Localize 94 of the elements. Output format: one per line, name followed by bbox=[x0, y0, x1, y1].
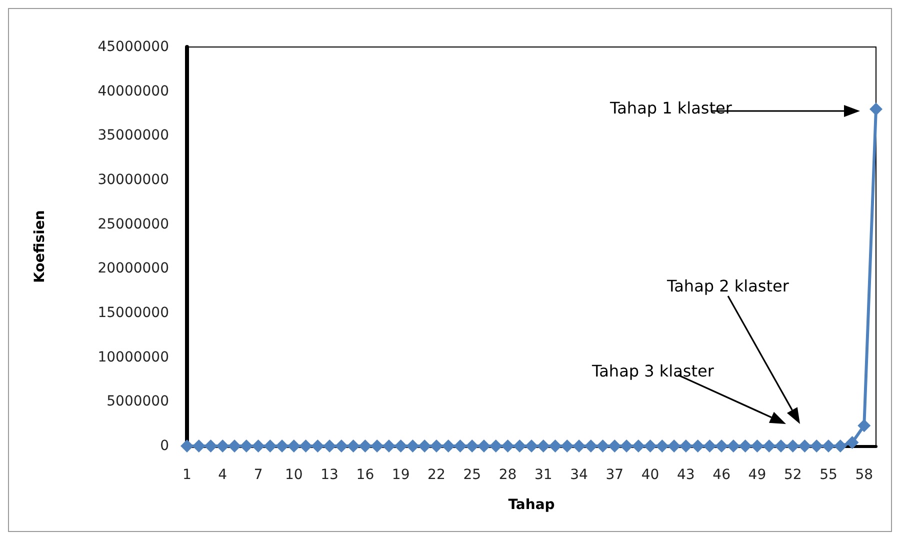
annotation: Tahap 2 klaster bbox=[666, 276, 790, 296]
point bbox=[810, 440, 824, 452]
point bbox=[774, 440, 788, 452]
point bbox=[668, 440, 681, 452]
y-tick-label: 15000000 bbox=[98, 305, 169, 321]
x-tick-label: 31 bbox=[534, 467, 552, 483]
point bbox=[584, 440, 598, 452]
point bbox=[418, 440, 432, 452]
point bbox=[311, 440, 324, 452]
point bbox=[644, 440, 657, 452]
x-tick-label: 52 bbox=[784, 467, 802, 483]
x-axis-title: Tahap bbox=[508, 497, 555, 513]
point bbox=[299, 440, 312, 452]
y-tick-label: 5000000 bbox=[106, 394, 169, 410]
x-tick-label: 19 bbox=[392, 467, 410, 483]
point bbox=[477, 440, 490, 452]
point bbox=[382, 440, 396, 452]
point bbox=[406, 440, 420, 452]
point bbox=[750, 440, 764, 452]
point bbox=[501, 440, 514, 452]
point bbox=[762, 440, 776, 452]
point bbox=[822, 440, 835, 452]
x-tick-label: 4 bbox=[218, 467, 228, 483]
point bbox=[323, 440, 336, 452]
point bbox=[525, 440, 538, 452]
point bbox=[240, 440, 253, 452]
point bbox=[394, 440, 408, 452]
point bbox=[620, 440, 634, 452]
point bbox=[264, 440, 277, 452]
point bbox=[548, 440, 562, 452]
point bbox=[834, 440, 847, 452]
point bbox=[204, 440, 218, 452]
point bbox=[679, 440, 692, 452]
x-tick-label: 10 bbox=[285, 467, 303, 483]
point bbox=[334, 440, 348, 452]
y-tick-label: 0 bbox=[160, 438, 169, 454]
y-tick-label: 35000000 bbox=[98, 128, 169, 144]
point bbox=[442, 440, 455, 452]
x-tick-label: 34 bbox=[570, 467, 588, 483]
point bbox=[726, 440, 740, 452]
annotation: Tahap 3 klaster bbox=[591, 362, 714, 380]
point bbox=[691, 440, 704, 452]
point bbox=[858, 419, 871, 432]
x-tick-label: 40 bbox=[641, 467, 660, 483]
y-axis-title: Koefisien bbox=[32, 210, 48, 283]
point bbox=[489, 440, 502, 452]
y-tick-label: 45000000 bbox=[98, 39, 169, 55]
point bbox=[276, 440, 289, 452]
point bbox=[798, 440, 812, 452]
y-tick-label: 40000000 bbox=[98, 83, 169, 100]
point bbox=[346, 440, 360, 452]
point bbox=[252, 440, 265, 452]
x-tick-label: 46 bbox=[712, 467, 731, 483]
annotation: Tahap 1 klaster bbox=[609, 98, 732, 118]
x-tick-label: 7 bbox=[254, 467, 263, 483]
point bbox=[846, 436, 859, 449]
point bbox=[454, 440, 467, 452]
y-tick-label: 10000000 bbox=[98, 349, 169, 366]
point bbox=[560, 440, 574, 452]
x-tick-label: 58 bbox=[855, 467, 874, 483]
point bbox=[466, 440, 479, 452]
point bbox=[632, 440, 645, 452]
point bbox=[596, 440, 610, 452]
point bbox=[192, 440, 206, 452]
x-tick-label: 25 bbox=[463, 467, 482, 483]
point bbox=[870, 102, 882, 116]
x-tick-label: 16 bbox=[356, 467, 374, 483]
x-tick-label: 37 bbox=[606, 467, 624, 483]
point bbox=[786, 440, 800, 452]
point bbox=[370, 440, 384, 452]
point bbox=[287, 440, 300, 452]
x-tick-label: 1 bbox=[182, 467, 192, 483]
point bbox=[703, 440, 716, 452]
point bbox=[608, 440, 622, 452]
x-tick-label: 55 bbox=[820, 467, 838, 483]
x-tick-label: 43 bbox=[677, 467, 695, 483]
x-tick-label: 49 bbox=[748, 467, 766, 483]
x-tick-label: 22 bbox=[428, 467, 446, 483]
point bbox=[715, 440, 728, 452]
x-tick-label: 13 bbox=[320, 467, 338, 483]
point bbox=[430, 440, 443, 452]
point bbox=[180, 440, 194, 452]
y-tick-label: 25000000 bbox=[98, 216, 169, 232]
y-tick-label: 20000000 bbox=[98, 260, 169, 277]
point bbox=[572, 440, 586, 452]
point bbox=[536, 440, 550, 452]
point bbox=[216, 440, 230, 452]
x-tick-label: 28 bbox=[498, 467, 517, 483]
point bbox=[358, 440, 372, 452]
point bbox=[228, 440, 242, 452]
y-tick-label: 30000000 bbox=[98, 172, 169, 188]
point bbox=[513, 440, 526, 452]
point bbox=[656, 440, 669, 452]
point bbox=[738, 440, 752, 452]
